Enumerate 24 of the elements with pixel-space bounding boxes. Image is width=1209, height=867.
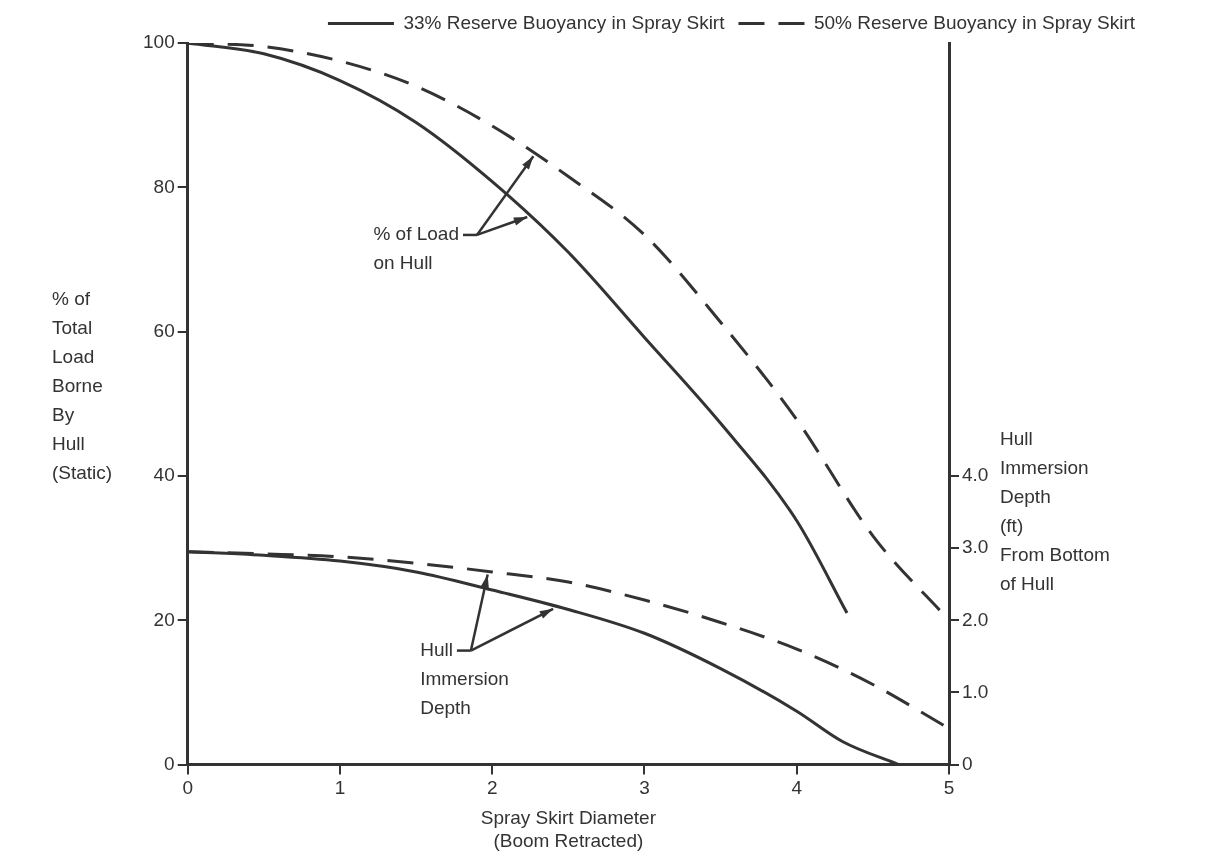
y-tick-label: 80 xyxy=(153,175,175,197)
x-tick-label: 2 xyxy=(486,777,498,799)
x-tick-label: 1 xyxy=(334,777,346,799)
y-tick-label: 40 xyxy=(153,464,175,486)
y-tick-label: 20 xyxy=(153,608,175,630)
y2-axis-title: Hull Immersion Depth (ft) From Bottom of Hull xyxy=(1000,428,1110,595)
y2-tick-label: 1.0 xyxy=(962,680,989,702)
y2-tick-label: 2.0 xyxy=(962,608,989,630)
x-tick-label: 3 xyxy=(639,777,650,799)
x-tick-label: 4 xyxy=(791,777,803,799)
legend-label: 33% Reserve Buoyancy in Spray Skirt xyxy=(403,11,726,33)
x-axis-title: Spray Skirt Diameter (Boom Retracted) xyxy=(480,807,657,851)
x-tick-label: 0 xyxy=(182,777,193,799)
y2-tick-label: 3.0 xyxy=(962,536,989,558)
annotation: % of Load on Hull xyxy=(373,223,460,274)
y-tick-label: 0 xyxy=(164,752,175,774)
y-tick-label: 100 xyxy=(143,31,175,53)
annotation: Hull Immersion Depth xyxy=(420,638,509,718)
y2-tick-label: 4.0 xyxy=(962,464,989,486)
y-tick-label: 60 xyxy=(153,319,175,341)
x-tick-label: 5 xyxy=(943,777,955,799)
y2-tick-label: 0 xyxy=(962,752,973,774)
y-axis-title: % of Total Load Borne By Hull (Static) xyxy=(52,288,113,484)
legend-label: 50% Reserve Buoyancy in Spray Skirt xyxy=(813,11,1136,33)
